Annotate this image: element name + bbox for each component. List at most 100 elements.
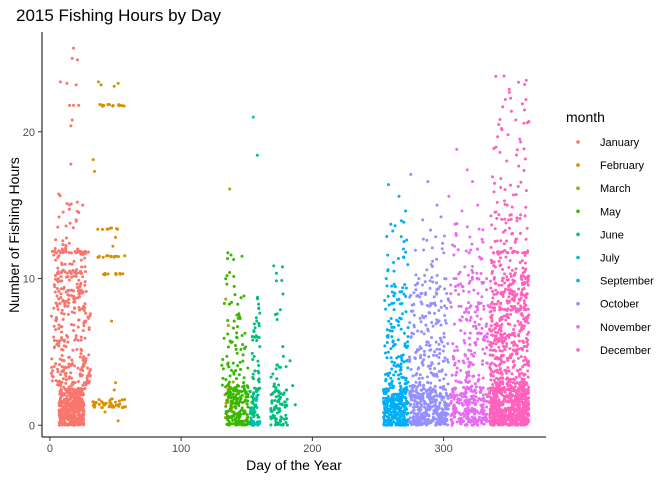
data-point: [517, 287, 521, 291]
data-point: [455, 420, 459, 424]
data-point: [235, 351, 239, 355]
data-point: [492, 391, 496, 395]
data-point: [244, 345, 248, 349]
data-point: [495, 324, 498, 328]
data-point: [236, 364, 240, 368]
data-point: [413, 384, 417, 388]
data-point: [66, 293, 70, 297]
data-point: [463, 341, 467, 345]
data-point: [400, 312, 404, 316]
data-point: [437, 416, 441, 420]
data-point: [513, 324, 517, 328]
data-point: [480, 326, 484, 330]
data-point: [66, 335, 70, 339]
data-point: [496, 418, 500, 422]
data-point: [58, 363, 62, 367]
data-point: [509, 96, 513, 100]
data-point: [426, 329, 430, 333]
data-point: [527, 120, 531, 124]
data-point: [284, 365, 288, 369]
data-point: [514, 352, 518, 356]
data-point: [51, 369, 55, 373]
data-point: [422, 358, 426, 362]
data-point: [439, 215, 443, 219]
data-point: [433, 408, 437, 412]
data-point: [390, 360, 394, 364]
data-point: [277, 383, 281, 387]
data-point: [67, 251, 71, 255]
data-point: [479, 317, 483, 321]
data-point: [100, 406, 104, 410]
data-point: [416, 422, 420, 426]
data-point: [106, 272, 110, 276]
data-point: [494, 74, 498, 78]
data-point: [500, 339, 504, 343]
data-point: [421, 394, 425, 398]
data-point: [481, 228, 485, 232]
data-point: [516, 418, 520, 422]
data-point: [481, 359, 485, 363]
data-point: [509, 274, 513, 278]
data-point: [400, 375, 404, 379]
data-point: [473, 310, 477, 314]
data-point: [72, 297, 76, 301]
data-point: [527, 385, 531, 389]
data-point: [225, 274, 229, 278]
data-point: [477, 411, 481, 415]
data-point: [503, 217, 507, 221]
data-point: [429, 228, 432, 232]
data-point: [443, 403, 447, 407]
data-point: [514, 375, 518, 379]
data-point: [72, 329, 76, 333]
data-point: [495, 200, 499, 204]
data-point: [228, 271, 232, 275]
data-point: [393, 291, 397, 295]
data-point: [402, 331, 406, 335]
data-point: [383, 388, 387, 392]
data-point: [464, 249, 468, 253]
data-point: [511, 422, 515, 426]
data-point: [404, 385, 408, 389]
data-point: [105, 254, 109, 258]
data-point: [255, 413, 259, 417]
data-point: [511, 249, 515, 253]
data-point: [502, 199, 506, 203]
data-point: [56, 266, 60, 270]
data-point: [57, 297, 61, 301]
data-point: [470, 275, 474, 279]
data-point: [472, 412, 476, 416]
data-point: [57, 423, 61, 427]
data-point: [441, 241, 445, 245]
data-point: [499, 326, 503, 330]
data-point: [103, 273, 107, 277]
data-point: [461, 285, 465, 289]
data-point: [283, 403, 287, 407]
data-point: [496, 357, 500, 361]
data-point: [62, 338, 66, 342]
data-point: [385, 404, 389, 408]
data-point: [425, 423, 429, 427]
data-point: [229, 405, 233, 409]
data-point: [472, 394, 476, 398]
data-point: [467, 386, 471, 390]
data-point: [74, 274, 78, 278]
data-point: [503, 248, 507, 252]
data-point: [507, 90, 511, 94]
data-point: [443, 318, 447, 322]
data-point: [238, 410, 242, 414]
data-point: [522, 344, 526, 348]
data-point: [416, 329, 420, 333]
data-point: [490, 300, 494, 304]
data-point: [74, 83, 78, 87]
data-point: [52, 306, 56, 310]
data-point: [108, 398, 112, 402]
data-point: [507, 335, 511, 339]
data-point: [526, 363, 530, 367]
data-point: [494, 288, 498, 292]
data-point: [389, 376, 393, 380]
data-point: [399, 235, 403, 239]
data-point: [284, 416, 288, 420]
series-july: [251, 115, 262, 426]
data-point: [431, 259, 435, 263]
data-point: [400, 399, 404, 403]
